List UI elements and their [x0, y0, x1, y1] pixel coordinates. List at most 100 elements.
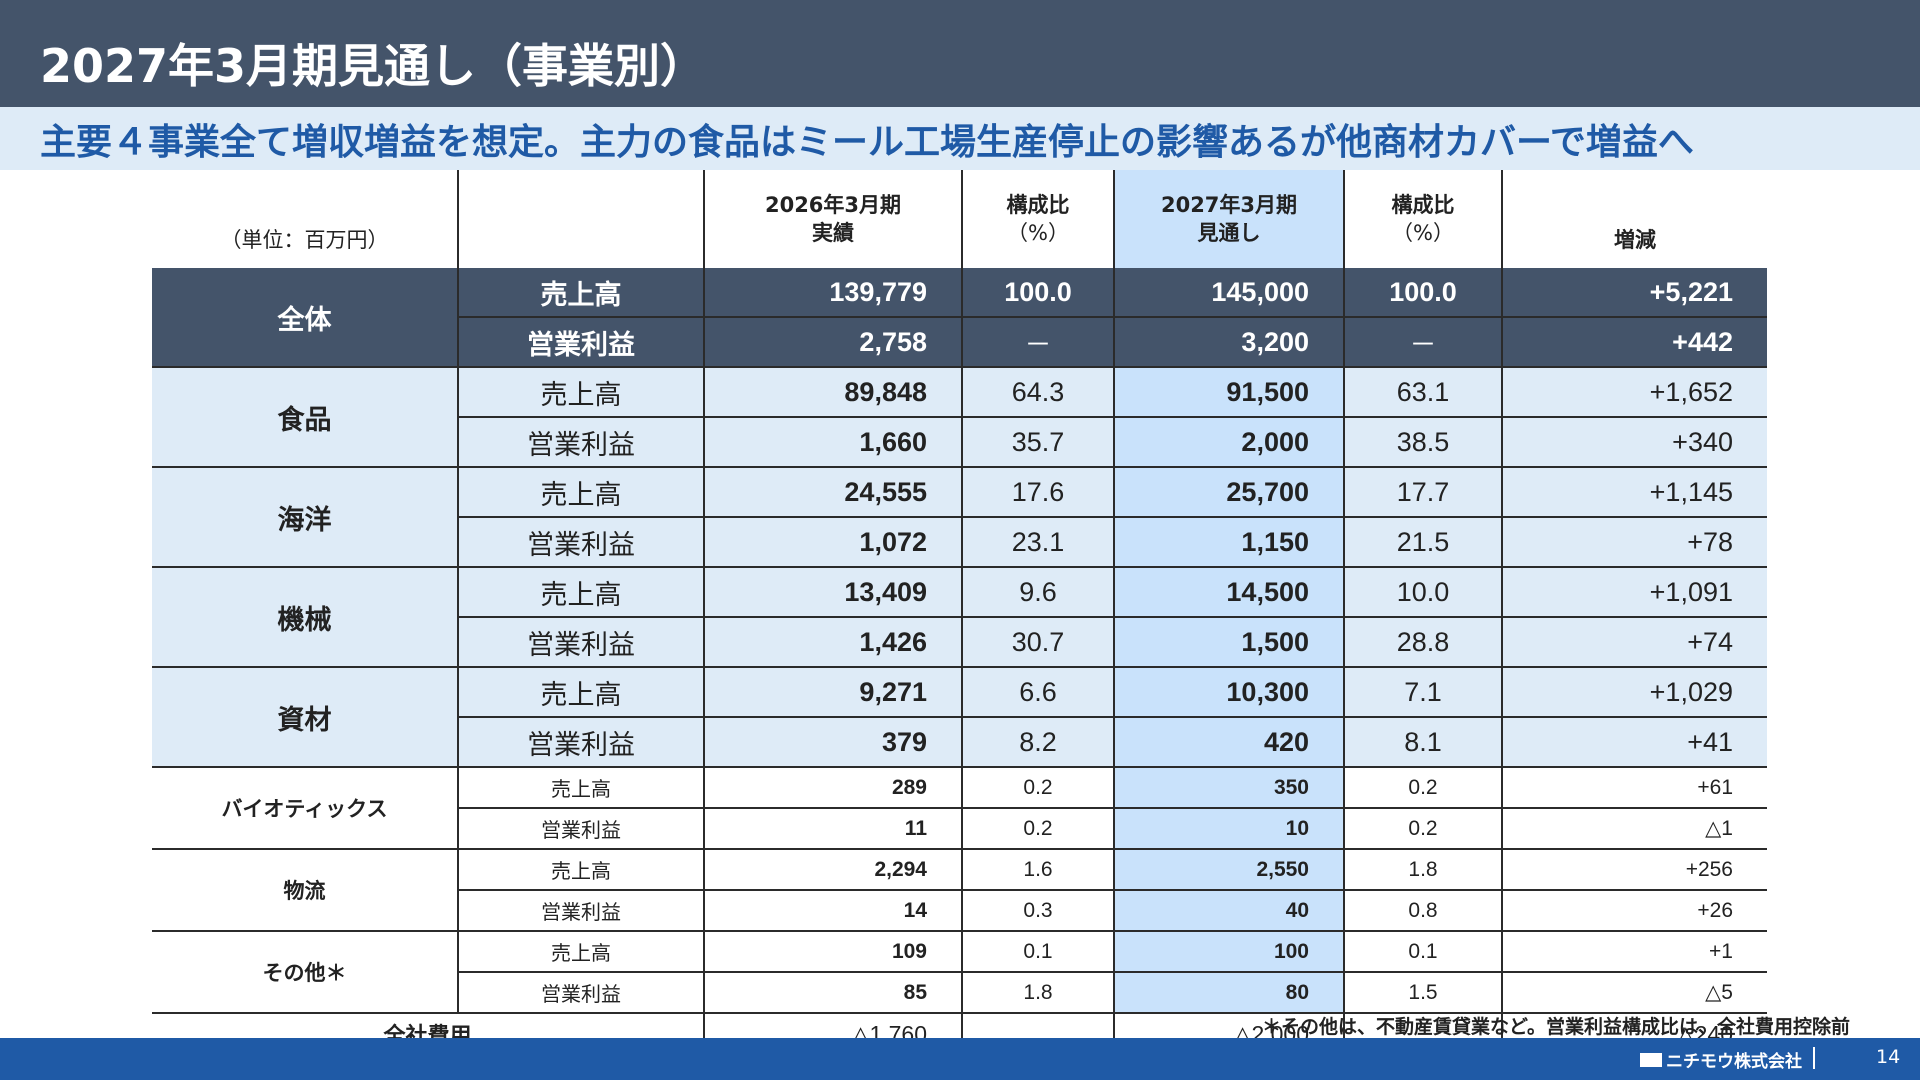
change-value: +26: [1501, 890, 1767, 932]
table-row: 営業利益 1,072 23.1 1,150 21.5 +78: [152, 517, 1767, 568]
fy2026-value: 289: [703, 767, 962, 809]
ratio2027-value: 7.1: [1343, 667, 1502, 718]
ratio2026-value: －: [961, 317, 1114, 368]
table-row: 営業利益 1,660 35.7 2,000 38.5 +340: [152, 417, 1767, 468]
ratio2027-value: 10.0: [1343, 567, 1502, 618]
table-header-row: （単位：百万円） 2026年3月期 実績 構成比 （%） 2027年3月期 見通し 構…: [152, 170, 1767, 268]
fy2026-value: 2,294: [703, 849, 962, 891]
title-bar: [0, 0, 1920, 107]
ratio2027-value: 1.8: [1343, 849, 1502, 891]
ratio2027-value: 17.7: [1343, 467, 1502, 518]
segment-label: バイオティックス: [152, 767, 458, 850]
fy2027-value: 100: [1113, 931, 1344, 973]
footnote: ＊その他は、不動産賃貸業など。営業利益構成比は、全社費用控除前: [1262, 1016, 1851, 1038]
fy2027-value: 350: [1113, 767, 1344, 809]
table-row: 営業利益 2,758 － 3,200 － +442: [152, 317, 1767, 368]
page-subtitle: 主要４事業全て増収増益を想定。主力の食品はミール工場生産停止の影響あるが他商材カ…: [40, 122, 1694, 163]
ratio2027-value: 0.8: [1343, 890, 1502, 932]
fy2027-value: 14,500: [1113, 567, 1344, 618]
item-label: 営業利益: [457, 972, 704, 1014]
ratio2026-value: 9.6: [961, 567, 1114, 618]
ratio2027-value: 21.5: [1343, 517, 1502, 568]
footer-bar: [0, 1038, 1920, 1080]
table-row: その他＊ 売上高 109 0.1 100 0.1 +1: [152, 931, 1767, 1014]
fy2027-value: 80: [1113, 972, 1344, 1014]
ratio2026-value: 0.3: [961, 890, 1114, 932]
ratio2027-value: －: [1343, 317, 1502, 368]
fy2026-value: 139,779: [703, 268, 962, 318]
fy2026-value: 89,848: [703, 367, 962, 418]
fy2027-value: 2,550: [1113, 849, 1344, 891]
segment-label: その他＊: [152, 931, 458, 1014]
item-label: 営業利益: [457, 417, 704, 468]
change-value: +74: [1501, 617, 1767, 668]
segment-label: 機械: [152, 567, 458, 668]
fy2027-value: 1,500: [1113, 617, 1344, 668]
unit-label: （単位：百万円）: [220, 228, 389, 252]
table-row: 海洋 売上高 24,555 17.6 25,700 17.7 +1,145: [152, 467, 1767, 568]
item-label: 売上高: [457, 849, 704, 891]
fy2026-value: 13,409: [703, 567, 962, 618]
fy2026-value: 85: [703, 972, 962, 1014]
item-label: 売上高: [457, 367, 704, 418]
ratio2026-value: 0.2: [961, 767, 1114, 809]
table-row: 営業利益 11 0.2 10 0.2 △1: [152, 808, 1767, 850]
ratio2026-value: 6.6: [961, 667, 1114, 718]
segment-label: 物流: [152, 849, 458, 932]
header-ratio-2027: 構成比 （%）: [1343, 170, 1502, 268]
ratio2027-value: 63.1: [1343, 367, 1502, 418]
fy2026-value: 11: [703, 808, 962, 850]
ratio2026-value: 0.1: [961, 931, 1114, 973]
fy2027-value: 1,150: [1113, 517, 1344, 568]
fy2027-value: 25,700: [1113, 467, 1344, 518]
fy2026-value: 379: [703, 717, 962, 768]
ratio2026-value: 23.1: [961, 517, 1114, 568]
fy2027-value: 420: [1113, 717, 1344, 768]
item-label: 売上高: [457, 567, 704, 618]
ratio2027-value: 8.1: [1343, 717, 1502, 768]
ratio2026-value: 30.7: [961, 617, 1114, 668]
header-change: 増減: [1501, 170, 1767, 268]
item-label: 売上高: [457, 467, 704, 518]
page-number: 14: [1876, 1046, 1901, 1068]
fy2027-value: 10,300: [1113, 667, 1344, 718]
ratio2026-value: 1.8: [961, 972, 1114, 1014]
fy2027-value: 40: [1113, 890, 1344, 932]
fy2027-value: 91,500: [1113, 367, 1344, 418]
ratio2027-value: 100.0: [1343, 268, 1502, 318]
table-row: 物流 売上高 2,294 1.6 2,550 1.8 +256: [152, 849, 1767, 932]
ratio2027-value: 1.5: [1343, 972, 1502, 1014]
subtitle-bar: [0, 107, 1920, 170]
footer-divider: [1813, 1047, 1815, 1069]
table-row: 機械 売上高 13,409 9.6 14,500 10.0 +1,091: [152, 567, 1767, 668]
table-row: 全体 売上高 139,779 100.0 145,000 100.0 +5,22…: [152, 268, 1767, 368]
header-blank: [457, 170, 704, 268]
change-value: +1,091: [1501, 567, 1767, 618]
change-value: +1,145: [1501, 467, 1767, 518]
header-fy2026: 2026年3月期 実績: [703, 170, 962, 268]
segment-label: 全体: [152, 268, 458, 368]
table-row: 営業利益 85 1.8 80 1.5 △5: [152, 972, 1767, 1014]
segment-label: 食品: [152, 367, 458, 468]
item-label: 営業利益: [457, 717, 704, 768]
fy2027-value: 10: [1113, 808, 1344, 850]
fy2027-value: 3,200: [1113, 317, 1344, 368]
page-title: 2027年3月期見通し（事業別）: [40, 39, 707, 93]
fy2026-value: 9,271: [703, 667, 962, 718]
fy2026-value: 1,660: [703, 417, 962, 468]
fy2026-value: 24,555: [703, 467, 962, 518]
header-fy2027: 2027年3月期 見通し: [1113, 170, 1344, 268]
item-label: 営業利益: [457, 317, 704, 368]
ratio2026-value: 35.7: [961, 417, 1114, 468]
change-value: +1,652: [1501, 367, 1767, 418]
change-value: +5,221: [1501, 268, 1767, 318]
table-row: バイオティックス 売上高 289 0.2 350 0.2 +61: [152, 767, 1767, 850]
change-value: +256: [1501, 849, 1767, 891]
ratio2027-value: 0.1: [1343, 931, 1502, 973]
change-value: △1: [1501, 808, 1767, 850]
table-row: 食品 売上高 89,848 64.3 91,500 63.1 +1,652: [152, 367, 1767, 468]
item-label: 営業利益: [457, 617, 704, 668]
table-row: 営業利益 379 8.2 420 8.1 +41: [152, 717, 1767, 768]
segment-label: 海洋: [152, 467, 458, 568]
change-value: +340: [1501, 417, 1767, 468]
